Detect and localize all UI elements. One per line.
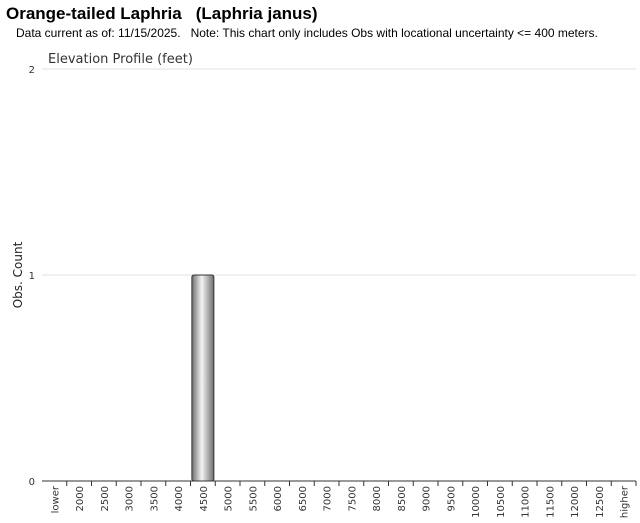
x-tick-label: 7000 — [323, 486, 334, 511]
x-tick-label: 7500 — [347, 486, 358, 511]
x-tick-label: 2000 — [75, 486, 86, 511]
x-tick-label: 8500 — [397, 486, 408, 511]
chart-title: Elevation Profile (feet) — [48, 52, 193, 67]
x-tick-label: 12000 — [570, 486, 581, 518]
x-tick-label: 9000 — [422, 486, 433, 511]
x-tick-label: lower — [50, 485, 61, 513]
bars — [191, 274, 215, 482]
x-tick-labels: lower 2000 2500 3000 3500 4000 4500 5000 5500 600… — [50, 485, 630, 518]
x-tick-label: 8000 — [372, 486, 383, 511]
x-tick-label: 11500 — [545, 486, 556, 518]
x-tick-label: 5000 — [224, 486, 235, 511]
x-tick-label: 9500 — [446, 486, 457, 511]
y-tick-label: 0 — [29, 477, 35, 488]
x-tick-label: 3000 — [125, 486, 136, 511]
chart-subtitle: Data current as of: 11/15/2025. Note: Thi… — [16, 26, 598, 40]
x-tick-label: higher — [620, 485, 631, 518]
axes — [42, 480, 637, 486]
species-scientific-name: (Laphria janus) — [195, 4, 318, 23]
species-common-name: Orange-tailed Laphria — [6, 4, 182, 23]
chart-note: Note: This chart only includes Obs with … — [190, 26, 598, 40]
data-current-text: Data current as of: 11/15/2025. — [16, 26, 181, 40]
x-tick-label: 4000 — [174, 486, 185, 511]
x-tick-label: 6000 — [273, 486, 284, 511]
x-tick-label: 3500 — [149, 486, 160, 511]
x-tick-label: 10000 — [471, 486, 482, 518]
x-tick-label: 11000 — [521, 486, 532, 518]
x-tick-label: 6500 — [298, 486, 309, 511]
y-tick-label: 1 — [29, 271, 35, 282]
page-title: Orange-tailed Laphria (Laphria janus) — [6, 4, 318, 24]
y-axis-label: Obs. Count — [11, 241, 25, 308]
x-tick-label: 4500 — [199, 486, 210, 511]
y-tick-labels: 0 1 2 — [29, 65, 35, 488]
x-tick-label: 10500 — [496, 486, 507, 518]
bar-4500 — [191, 274, 215, 482]
y-tick-label: 2 — [29, 65, 35, 76]
x-tick-label: 2500 — [100, 486, 111, 511]
grid-lines — [42, 68, 636, 276]
x-tick-label: 12500 — [595, 486, 606, 518]
x-tick-label: 5500 — [248, 486, 259, 511]
